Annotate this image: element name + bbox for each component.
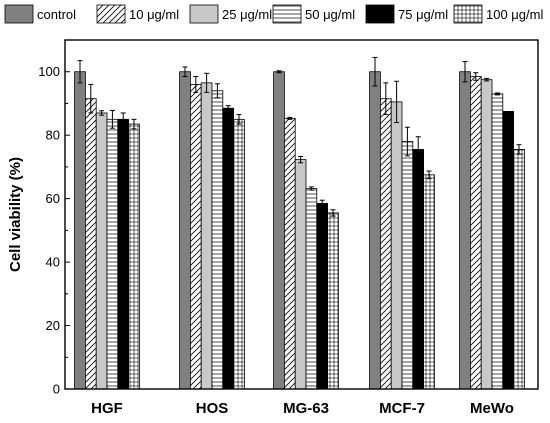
bar [128, 123, 140, 390]
y-tick-label: 20 [46, 318, 60, 333]
error-bar [330, 209, 336, 217]
error-bar [276, 70, 282, 74]
bar [117, 118, 130, 390]
error-bar [473, 72, 479, 81]
bar [369, 71, 381, 390]
y-axis-title: Cell viability (%) [7, 157, 24, 272]
error-bar [404, 126, 410, 157]
bar [423, 174, 435, 390]
bar [222, 107, 235, 390]
legend-swatch [189, 4, 219, 24]
error-bar [484, 77, 490, 82]
bar [283, 117, 296, 390]
legend-item: control [4, 4, 76, 24]
error-bar [131, 118, 137, 130]
error-bar [88, 83, 94, 114]
y-tick-label: 0 [53, 382, 60, 397]
x-tick-label: HGF [91, 400, 123, 417]
y-tick-label: 80 [46, 128, 60, 143]
error-bar [225, 105, 231, 112]
x-tick-label: MG-63 [283, 400, 329, 417]
bar [211, 90, 224, 390]
bar [390, 101, 403, 390]
bar [401, 141, 414, 390]
error-bar [426, 170, 432, 180]
legend-swatch [4, 4, 34, 24]
error-bar [287, 116, 293, 120]
error-bar [193, 75, 199, 93]
bar [233, 118, 245, 390]
error-bar [394, 80, 400, 123]
bar [459, 71, 471, 390]
error-bar [516, 144, 522, 155]
legend-item: 25 μg/ml [189, 4, 272, 24]
legend-swatch [453, 4, 483, 24]
x-tick-label: HOS [196, 400, 229, 417]
legend-swatch [272, 4, 302, 24]
error-bar [298, 155, 304, 164]
bar [502, 110, 514, 390]
error-bar [319, 199, 325, 208]
bar [74, 71, 86, 390]
legend-item: 75 μg/ml [365, 4, 448, 24]
bar [106, 118, 119, 390]
error-bar [120, 112, 126, 127]
error-bar [99, 110, 105, 116]
legend-item: 50 μg/ml [272, 4, 355, 24]
y-tick-label: 60 [46, 191, 60, 206]
bar [189, 84, 202, 390]
bar [491, 93, 504, 390]
legend-label: 100 μg/ml [486, 7, 543, 22]
error-bar [494, 92, 500, 96]
error-bar [182, 66, 188, 77]
x-tick-label: MCF-7 [379, 400, 425, 417]
error-bar [462, 61, 468, 83]
bar [95, 112, 108, 390]
bar [85, 98, 97, 390]
bar [480, 79, 493, 390]
plot-area: 0 20 40 60 80 100 HGF HOS MG-63 MCF-7 MeWo Cell via… [7, 39, 539, 417]
legend-swatch [365, 4, 395, 24]
legend: control 10 μg/ml 25 μg/ml 50 μg/ml 75 μg/ml 1… [4, 4, 543, 24]
error-bar [372, 56, 378, 87]
error-bar [214, 83, 220, 99]
legend-label: 75 μg/ml [398, 7, 448, 22]
error-bar [204, 72, 210, 93]
y-tick-label: 40 [46, 255, 60, 270]
legend-label: 50 μg/ml [305, 7, 355, 22]
bar [294, 159, 307, 390]
legend-label: 10 μg/ml [129, 7, 179, 22]
legend-swatch [96, 4, 126, 24]
error-bar [109, 109, 115, 129]
bar [316, 202, 328, 390]
bar [305, 188, 318, 390]
plot-frame [64, 39, 539, 390]
error-bar [415, 136, 421, 163]
bar [179, 71, 191, 390]
legend-item: 10 μg/ml [96, 4, 179, 24]
bar [327, 212, 339, 390]
legend-item: 100 μg/ml [453, 4, 543, 24]
error-bar [308, 186, 314, 191]
error-bar [77, 60, 83, 84]
error-bar [236, 114, 242, 125]
legend-label: control [37, 7, 76, 22]
bar [469, 76, 482, 390]
bar [513, 149, 525, 390]
y-tick-label: 100 [38, 64, 60, 79]
error-bar [383, 82, 389, 116]
legend-label: 25 μg/ml [222, 7, 272, 22]
bar [273, 71, 285, 390]
x-tick-label: MeWo [470, 400, 514, 417]
bar [412, 149, 424, 390]
bar [379, 98, 392, 390]
bar [200, 82, 213, 390]
